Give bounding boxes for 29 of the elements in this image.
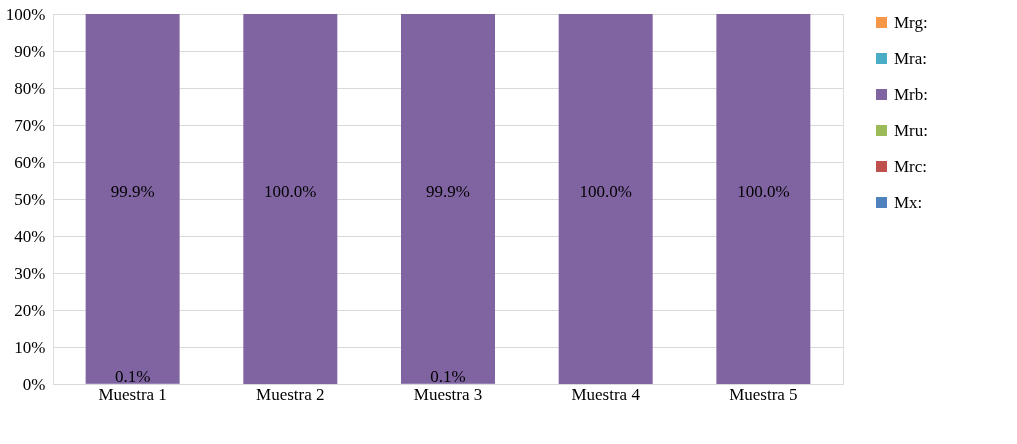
y-tick-label: 0%	[22, 374, 46, 394]
y-tick-label: 90%	[14, 41, 46, 61]
x-tick-label: Muestra 5	[729, 384, 798, 404]
y-tick-label: 60%	[14, 152, 46, 172]
y-tick-label: 20%	[14, 300, 46, 320]
y-tick-label: 70%	[14, 115, 46, 135]
y-tick-label: 100%	[5, 4, 46, 24]
legend-label: Mru:	[894, 120, 928, 140]
y-tick-label: 40%	[14, 226, 46, 246]
legend-label: Mx:	[894, 192, 923, 212]
y-tick-label: 10%	[14, 337, 46, 357]
x-tick-label: Muestra 2	[256, 384, 325, 404]
data-label: 100.0%	[737, 182, 790, 201]
x-tick-label: Muestra 1	[98, 384, 167, 404]
legend-label: Mrc:	[894, 156, 928, 176]
y-tick-label: 30%	[14, 263, 46, 283]
x-tick-label: Muestra 4	[571, 384, 641, 404]
legend-label: Mrb:	[894, 84, 928, 104]
data-label: 100.0%	[579, 182, 632, 201]
x-tick-label: Muestra 3	[413, 384, 483, 404]
data-label: 99.9%	[426, 181, 470, 201]
data-label: 0.1%	[114, 366, 151, 386]
data-label: 99.9%	[110, 181, 155, 201]
legend-label: Mrg:	[894, 12, 928, 32]
data-label: 0.1%	[430, 366, 466, 386]
data-label: 100.0%	[264, 182, 317, 201]
legend-label: Mra:	[894, 48, 928, 68]
y-tick-label: 50%	[14, 189, 46, 209]
y-tick-label: 80%	[14, 78, 46, 98]
